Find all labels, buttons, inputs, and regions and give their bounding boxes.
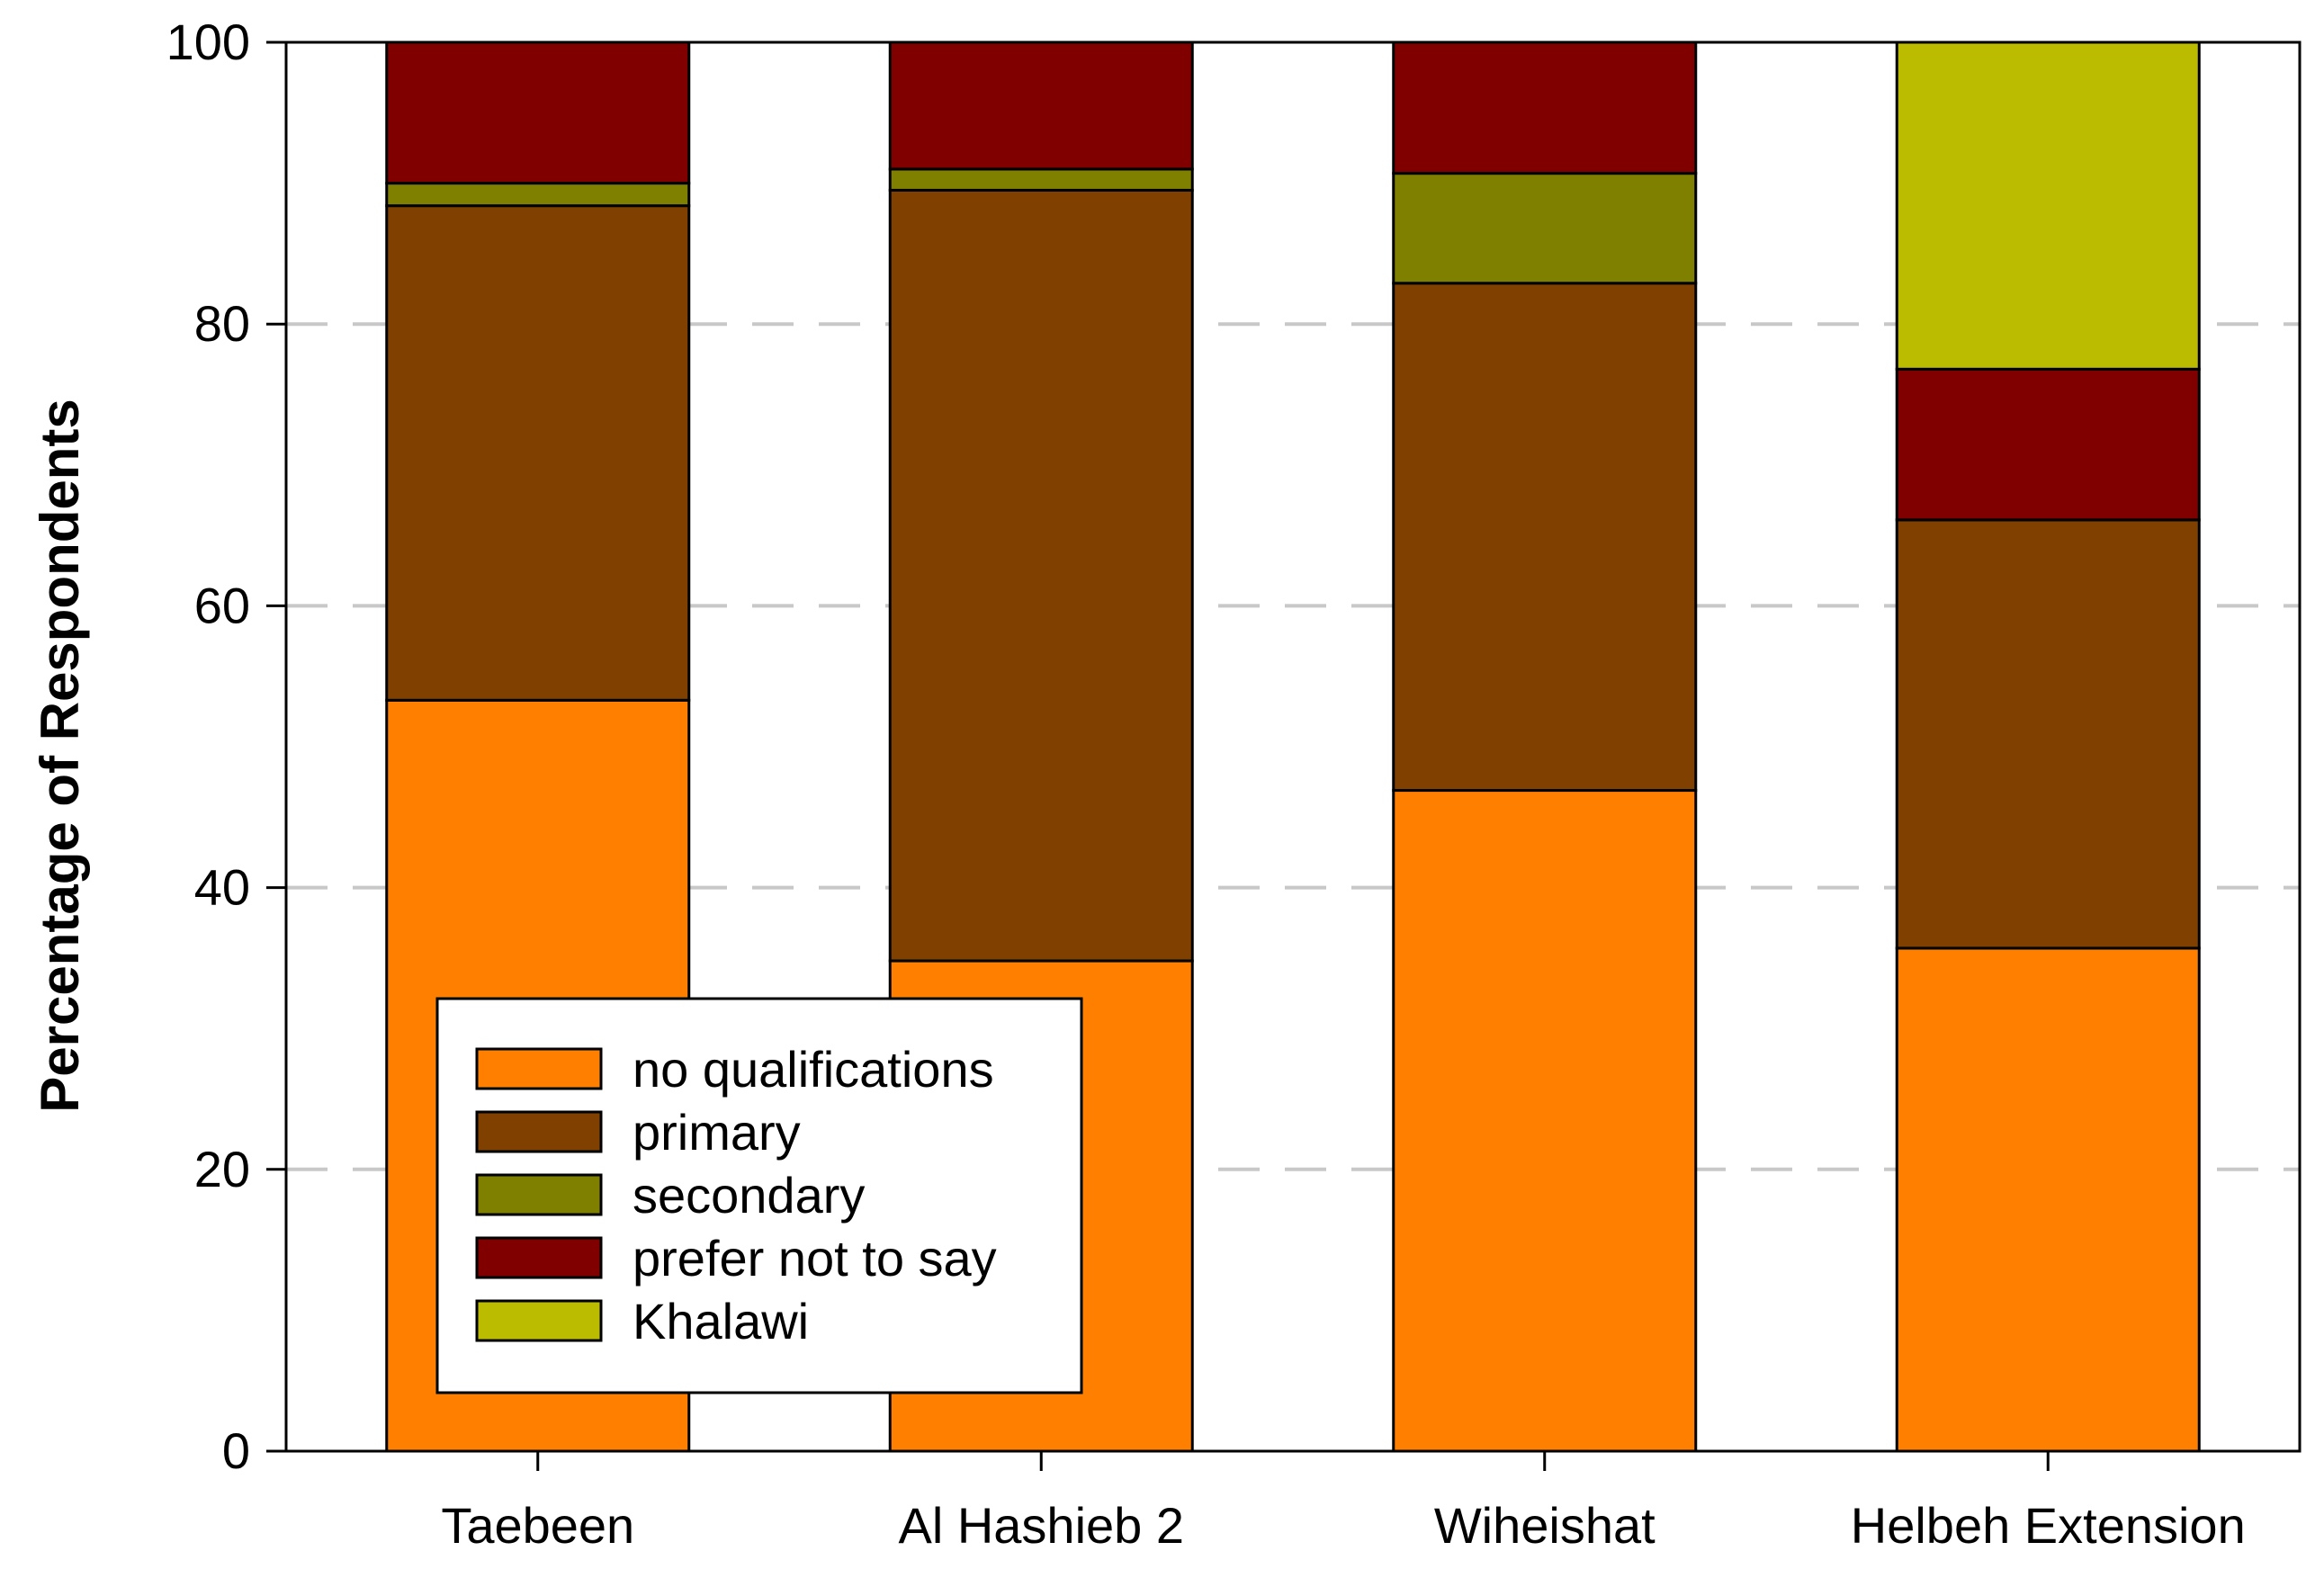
legend-swatch: [475, 1110, 603, 1153]
axes: 0 20 40 60 80 100 Taebeen Al Hashieb 2 Wiheishat…: [166, 13, 2246, 1554]
y-tick-label: 80: [194, 295, 250, 352]
legend-label: secondary: [633, 1167, 865, 1224]
bar-segment-prefer-not-to-say-2: [1392, 40, 1698, 175]
y-tick-label: 0: [222, 1422, 250, 1479]
plot-frame: [284, 40, 2302, 1453]
bar-segment-no-qualifications-2: [1392, 789, 1698, 1453]
legend-label: primary: [633, 1104, 801, 1161]
legend-swatch: [475, 1047, 603, 1090]
y-tick-label: 20: [194, 1141, 250, 1197]
x-tick-label: Al Hashieb 2: [898, 1497, 1184, 1554]
bar-segment-secondary-0: [385, 182, 691, 208]
bar-segment-prefer-not-to-say-0: [385, 40, 691, 185]
bar-segment-primary-0: [385, 204, 691, 702]
y-tick-label: 100: [166, 13, 250, 70]
bar-segment-primary-2: [1392, 282, 1698, 793]
y-tick-label: 60: [194, 577, 250, 633]
x-tick-label: Wiheishat: [1434, 1497, 1656, 1554]
legend-label: Khalawi: [633, 1293, 809, 1349]
bar-segment-secondary-2: [1392, 172, 1698, 285]
legend-label: prefer not to say: [633, 1230, 997, 1287]
bar-segment-prefer-not-to-say-3: [1895, 367, 2201, 522]
bar-segment-no-qualifications-3: [1895, 946, 2201, 1453]
legend-swatch: [475, 1236, 603, 1279]
bar-segment-khalawi-3: [1895, 40, 2201, 371]
bar-segment-primary-3: [1895, 518, 2201, 950]
x-tick-label: Taebeen: [441, 1497, 634, 1554]
y-axis-title: Percentage of Respondents: [30, 399, 90, 1113]
x-tick-label: Helbeh Extension: [1851, 1497, 2246, 1554]
legend-swatch: [475, 1299, 603, 1342]
bar-segment-primary-1: [888, 188, 1194, 963]
bar-segment-prefer-not-to-say-1: [888, 40, 1194, 171]
legend-label: no qualifications: [633, 1041, 994, 1098]
legend-swatch: [475, 1173, 603, 1216]
legend: no qualifications primary secondary prefer …: [435, 997, 1083, 1394]
y-tick-label: 40: [194, 859, 250, 916]
bar-segment-secondary-1: [888, 167, 1194, 192]
